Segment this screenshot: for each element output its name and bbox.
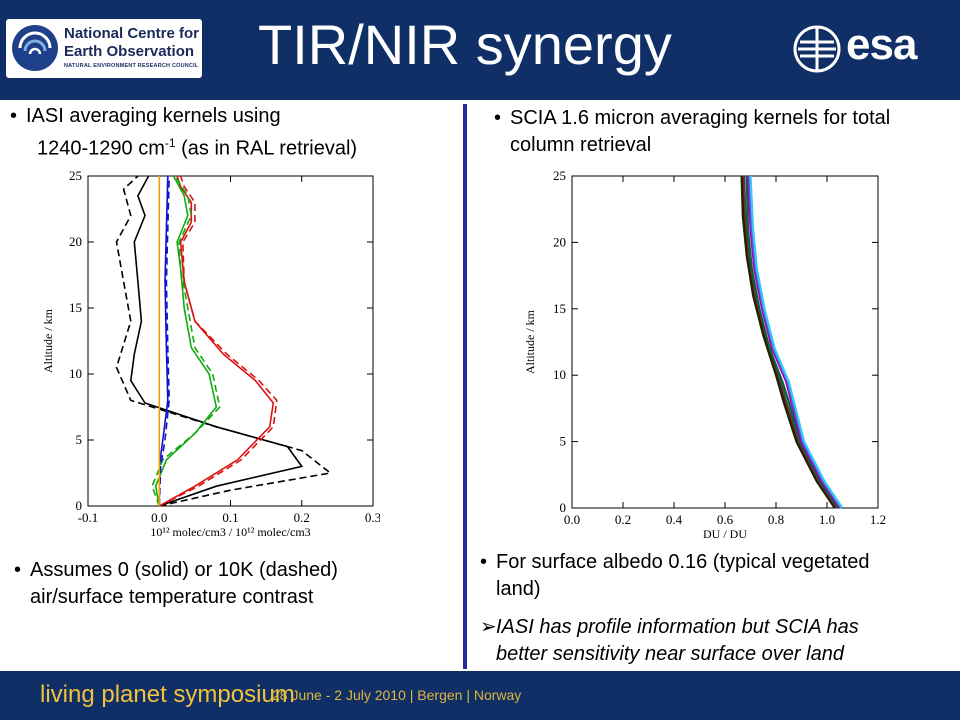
y-tick-label: 20	[69, 234, 82, 249]
y-tick-label: 10	[69, 366, 82, 381]
scia-averaging-kernels-chart: 0.0 0.2 0.4 0.6 0.8 1.0 1.2 0 5 10 15 20 25 DU / DU Al…	[523, 168, 886, 541]
series-line-1	[129, 175, 304, 507]
nceo-swirl-icon	[12, 25, 58, 71]
series-line-7	[749, 175, 844, 509]
series-line-5	[746, 175, 841, 509]
series-line-3	[743, 175, 839, 509]
y-axis-label: Altitude / km	[41, 308, 55, 373]
right-bullet-conclusion: ➢IASI has profile information but SCIA h…	[480, 616, 859, 665]
esa-globe-icon	[793, 25, 841, 73]
y-tick-label: 25	[69, 168, 82, 183]
bullet-dot: •	[480, 551, 488, 573]
y-tick-label: 15	[69, 300, 82, 315]
x-tick-label: 0.2	[294, 510, 310, 525]
x-tick-label: 1.0	[819, 512, 835, 527]
series-line-3	[158, 175, 275, 507]
series-line-6	[748, 175, 842, 509]
page-title: TIR/NIR synergy	[258, 13, 672, 76]
series-line-4	[158, 175, 278, 507]
series-line-1	[740, 175, 836, 509]
series-line-5	[154, 175, 218, 507]
x-axis-label: DU / DU	[703, 527, 747, 541]
slide-footer: living planet symposium 28 June - 2 July…	[0, 671, 960, 720]
x-tick-label: 0.4	[666, 512, 683, 527]
y-tick-label: 15	[553, 301, 566, 316]
right-bullet-albedo: • For surface albedo 0.16 (typical vegeta…	[480, 551, 870, 600]
x-tick-label: 0.6	[717, 512, 734, 527]
x-tick-label: 0.0	[151, 510, 167, 525]
x-tick-label: -0.1	[78, 510, 99, 525]
y-tick-label: 0	[560, 500, 567, 515]
bullet-dot: •	[494, 107, 502, 129]
series-line-7	[158, 175, 169, 506]
y-tick-label: 20	[553, 234, 566, 249]
esa-logo: esa	[846, 20, 917, 69]
series-line-4	[745, 175, 840, 509]
x-tick-label: 0.2	[615, 512, 631, 527]
plot-frame	[571, 175, 879, 509]
y-tick-label: 5	[76, 432, 83, 447]
left-bullet-iasi: • IASI averaging kernels using 1240-1290 …	[10, 105, 358, 160]
x-tick-label: 0.0	[564, 512, 580, 527]
y-tick-label: 10	[553, 367, 566, 382]
nceo-logo-line2: Earth Observation	[64, 43, 195, 60]
x-tick-label: 0.3	[365, 510, 380, 525]
series-line-2	[741, 175, 837, 509]
arrow-bullet-icon: ➢	[480, 616, 497, 638]
x-tick-label: 1.2	[870, 512, 886, 527]
right-bullet-scia: • SCIA 1.6 micron averaging kernels for t…	[494, 107, 891, 156]
x-tick-label: 0.8	[768, 512, 784, 527]
plot-frame	[87, 175, 374, 507]
nceo-logo-line3: NATURAL ENVIRONMENT RESEARCH COUNCIL	[64, 63, 199, 69]
bullet-dot: •	[10, 105, 18, 127]
nceo-logo: National Centre for Earth Observation NA…	[6, 19, 202, 78]
y-tick-label: 0	[76, 498, 83, 513]
footer-symposium-name: living planet symposium	[40, 681, 295, 708]
left-bullet-assumes: • Assumes 0 (solid) or 10K (dashed) air/s…	[14, 559, 338, 608]
column-divider	[463, 104, 467, 669]
nceo-logo-line1: National Centre for	[64, 25, 200, 42]
x-axis-label: 10¹² molec/cm3 / 10¹² molec/cm3	[150, 525, 310, 539]
footer-event-info: 28 June - 2 July 2010 | Bergen | Norway	[272, 687, 522, 703]
iasi-averaging-kernels-chart: -0.1 0.0 0.1 0.2 0.3 0 5 10 15 20 25 10¹² molec/cm3…	[41, 168, 380, 539]
y-axis-label: Altitude / km	[523, 309, 537, 374]
slide-header: National Centre for Earth Observation NA…	[0, 0, 960, 100]
x-tick-label: 0.1	[222, 510, 238, 525]
series-line-6	[151, 175, 221, 507]
y-tick-label: 25	[553, 168, 566, 183]
series-line-2	[115, 175, 333, 507]
bullet-dot: •	[14, 559, 22, 581]
y-tick-label: 5	[560, 434, 567, 449]
series-line-8	[158, 175, 171, 507]
